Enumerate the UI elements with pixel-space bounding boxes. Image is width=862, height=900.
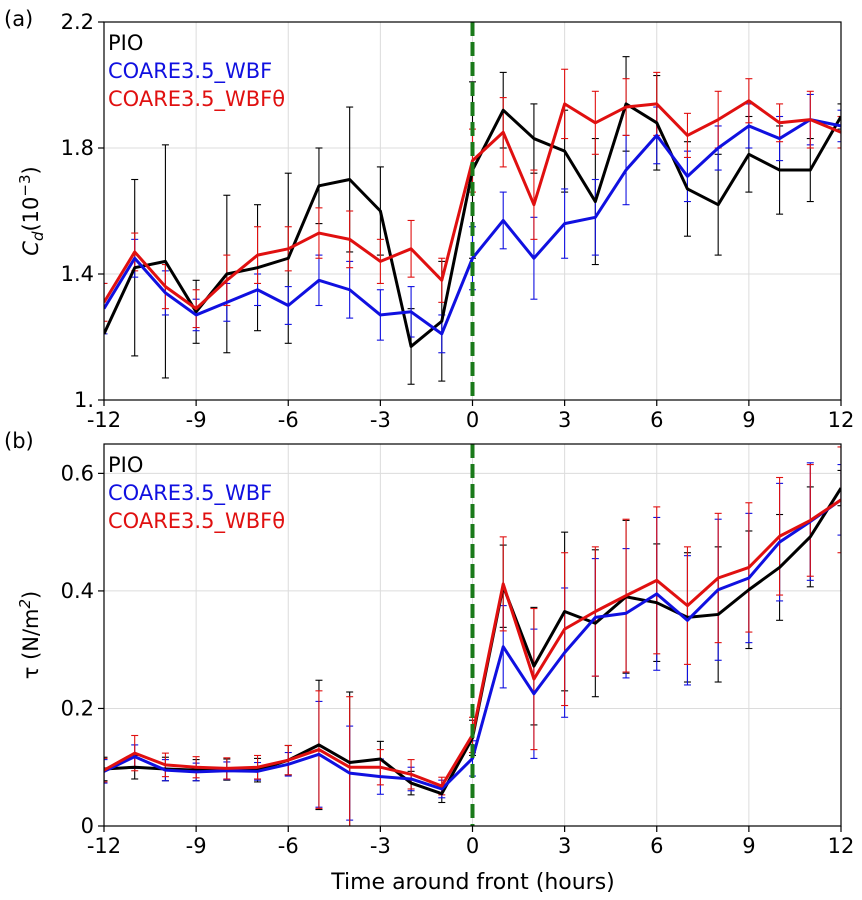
legend-entry: PIO (108, 453, 143, 477)
legend-entry: COARE3.5_WBFθ (108, 87, 285, 112)
x-tick-label: 0 (466, 834, 479, 858)
x-tick-label: -12 (87, 408, 121, 432)
y-tick-label: 0.2 (61, 696, 94, 720)
x-tick-label: -9 (186, 834, 207, 858)
panel-a: -12 -9 -6 -3 0 3 6 9 12 1. 1.4 1.8 2.2 (a) Cd(10−3) PIO… (4, 7, 854, 432)
x-tick-label: 12 (828, 408, 855, 432)
x-tick-label: 0 (466, 408, 479, 432)
x-tick-label: 3 (558, 408, 571, 432)
legend-entry: COARE3.5_WBF (108, 481, 272, 506)
y-axis-label: Cd(10−3) (16, 166, 47, 255)
x-tick-label: -6 (278, 834, 299, 858)
y-tick-label: 2.2 (61, 10, 94, 34)
x-tick-label: -9 (186, 408, 207, 432)
x-tick-label: -3 (370, 834, 391, 858)
x-tick-label: -3 (370, 408, 391, 432)
x-tick-label: 6 (650, 834, 663, 858)
series-line (104, 118, 841, 336)
plot-area (104, 56, 841, 385)
panel-label: (a) (4, 7, 33, 31)
x-axis-label: Time around front (hours) (330, 870, 615, 895)
x-tick-label: 3 (558, 834, 571, 858)
legend-entry: PIO (108, 31, 143, 55)
x-tick-label: -12 (87, 834, 121, 858)
x-tick-label: -6 (278, 408, 299, 432)
plot-area (104, 446, 841, 826)
legend-entry: COARE3.5_WBFθ (108, 509, 285, 534)
x-tick-label: 9 (742, 834, 755, 858)
panel-b: -12 -9 -6 -3 0 3 6 9 12 0 0.2 0.4 0.6 (b) τ (N/m2) PIO C… (4, 429, 854, 858)
y-axis-label: τ (N/m2) (16, 591, 43, 680)
y-tick-label: 0.4 (61, 579, 94, 603)
y-tick-label: 0.6 (61, 461, 94, 485)
series-line (104, 99, 841, 311)
x-tick-label: 6 (650, 408, 663, 432)
legend-entry: COARE3.5_WBF (108, 59, 272, 84)
series-line (104, 498, 841, 791)
y-tick-label: 1. (74, 388, 94, 412)
y-tick-label: 0 (81, 814, 94, 838)
y-tick-label: 1.8 (61, 136, 94, 160)
x-tick-label: 12 (828, 834, 855, 858)
y-tick-label: 1.4 (61, 262, 94, 286)
x-tick-label: 9 (742, 408, 755, 432)
panel-label: (b) (4, 429, 34, 453)
